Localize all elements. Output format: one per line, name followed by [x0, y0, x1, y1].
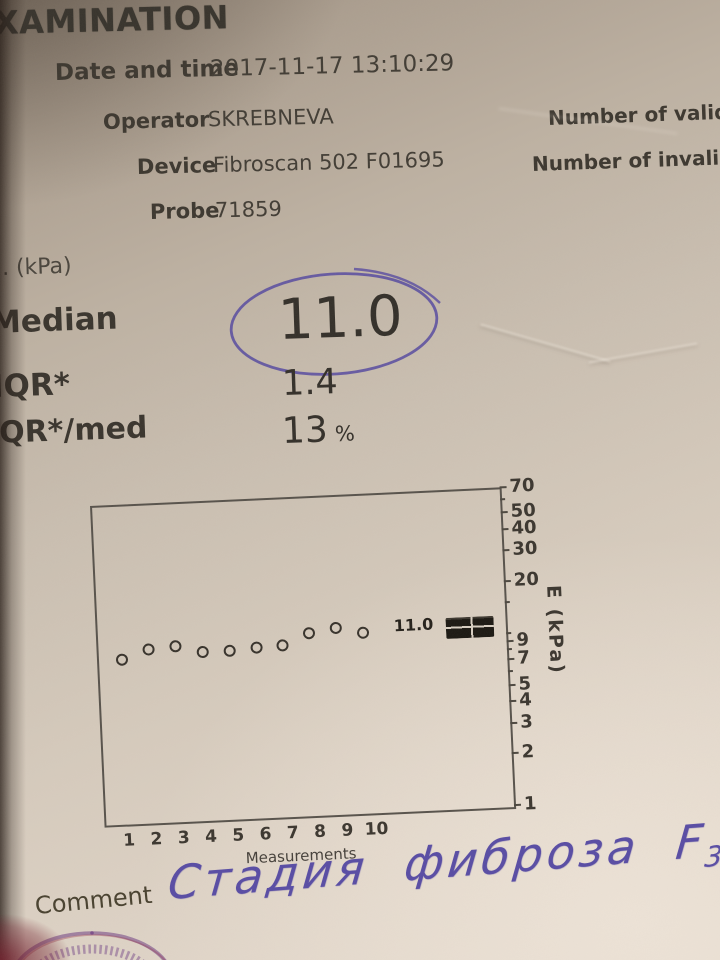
- y-axis-tick-label: 30: [511, 538, 538, 561]
- x-axis-tick-label: 10: [364, 818, 389, 840]
- y-axis-tick: [500, 511, 508, 514]
- y-axis-tick-label: 20: [513, 568, 540, 591]
- page-title: XAMINATION: [0, 0, 230, 42]
- iqr-value: 1.4: [281, 362, 339, 404]
- field-probe: Probe 71859: [149, 197, 282, 224]
- x-axis-tick-label: 1: [122, 830, 136, 851]
- y-axis-tick-label: 70: [509, 474, 536, 497]
- field-operator: Operator SKREBNEVA: [102, 104, 334, 134]
- y-axis-tick-label: 4: [518, 689, 533, 711]
- y-axis-tick: [513, 803, 522, 807]
- y-axis-minor-tick: [500, 497, 506, 500]
- valid-count-label: Number of valid r: [547, 99, 720, 130]
- x-axis-tick-label: 7: [286, 822, 300, 844]
- photo-edge-shadow: [0, 0, 26, 960]
- x-axis-tick-label: 3: [177, 827, 191, 849]
- y-axis-title: E (kPa): [542, 584, 569, 676]
- y-axis-tick: [503, 579, 511, 583]
- device-label: Device: [136, 153, 217, 179]
- y-axis-tick: [507, 658, 515, 661]
- plot-area: [90, 487, 517, 828]
- y-axis-tick-label: 2: [521, 741, 535, 763]
- median-marker-bar: [445, 615, 495, 639]
- y-axis-tick: [499, 486, 507, 489]
- median-marker-label: 11.0: [393, 614, 434, 636]
- y-axis-tick: [506, 639, 514, 642]
- iqr-med-value: 13%: [281, 408, 355, 452]
- x-axis-tick-label: 8: [313, 821, 327, 843]
- y-axis-tick-label: 3: [519, 710, 534, 733]
- x-axis-tick-label: 4: [204, 826, 218, 848]
- data-point: [223, 644, 236, 658]
- y-axis-tick: [511, 751, 519, 755]
- probe-value: 71859: [214, 196, 283, 223]
- percent-sign: %: [334, 421, 356, 447]
- fibrosis-grade-subscript: 3: [703, 838, 720, 874]
- y-axis-tick: [501, 527, 509, 531]
- x-axis-tick-label: 5: [231, 825, 245, 846]
- x-axis-tick-label: 2: [150, 829, 163, 850]
- operator-label: Operator: [102, 107, 210, 134]
- invalid-count-label: Number of invalid r: [531, 144, 720, 176]
- device-value: Fibroscan 502 F01695: [212, 147, 445, 178]
- y-axis-tick-label: 7: [516, 647, 531, 670]
- y-axis-minor-tick: [506, 648, 512, 651]
- field-datetime: Date and time 2017-11-17 13:10:29: [55, 50, 455, 86]
- y-axis-minor-tick: [507, 669, 513, 673]
- y-axis-tick: [508, 683, 516, 686]
- y-axis-tick-label: 40: [510, 516, 537, 539]
- y-axis-tick-label: 1: [523, 793, 537, 815]
- x-axis-tick-label: 6: [259, 824, 272, 845]
- y-axis-tick: [509, 700, 517, 703]
- operator-value: SKREBNEVA: [207, 104, 334, 132]
- pen-circle-annotation: [229, 267, 441, 376]
- data-point: [249, 641, 263, 654]
- y-axis-minor-tick: [506, 631, 512, 634]
- y-axis-tick: [502, 549, 510, 552]
- y-axis-tick: [510, 721, 518, 724]
- x-axis-tick-label: 9: [341, 820, 354, 841]
- stamp-ink-corner: [0, 880, 150, 960]
- y-axis-minor-tick: [504, 601, 510, 604]
- datetime-value: 2017-11-17 13:10:29: [209, 50, 455, 83]
- field-device: Device Fibroscan 502 F01695: [136, 147, 445, 179]
- probe-label: Probe: [149, 198, 220, 224]
- iqr-med-number: 13: [281, 409, 329, 452]
